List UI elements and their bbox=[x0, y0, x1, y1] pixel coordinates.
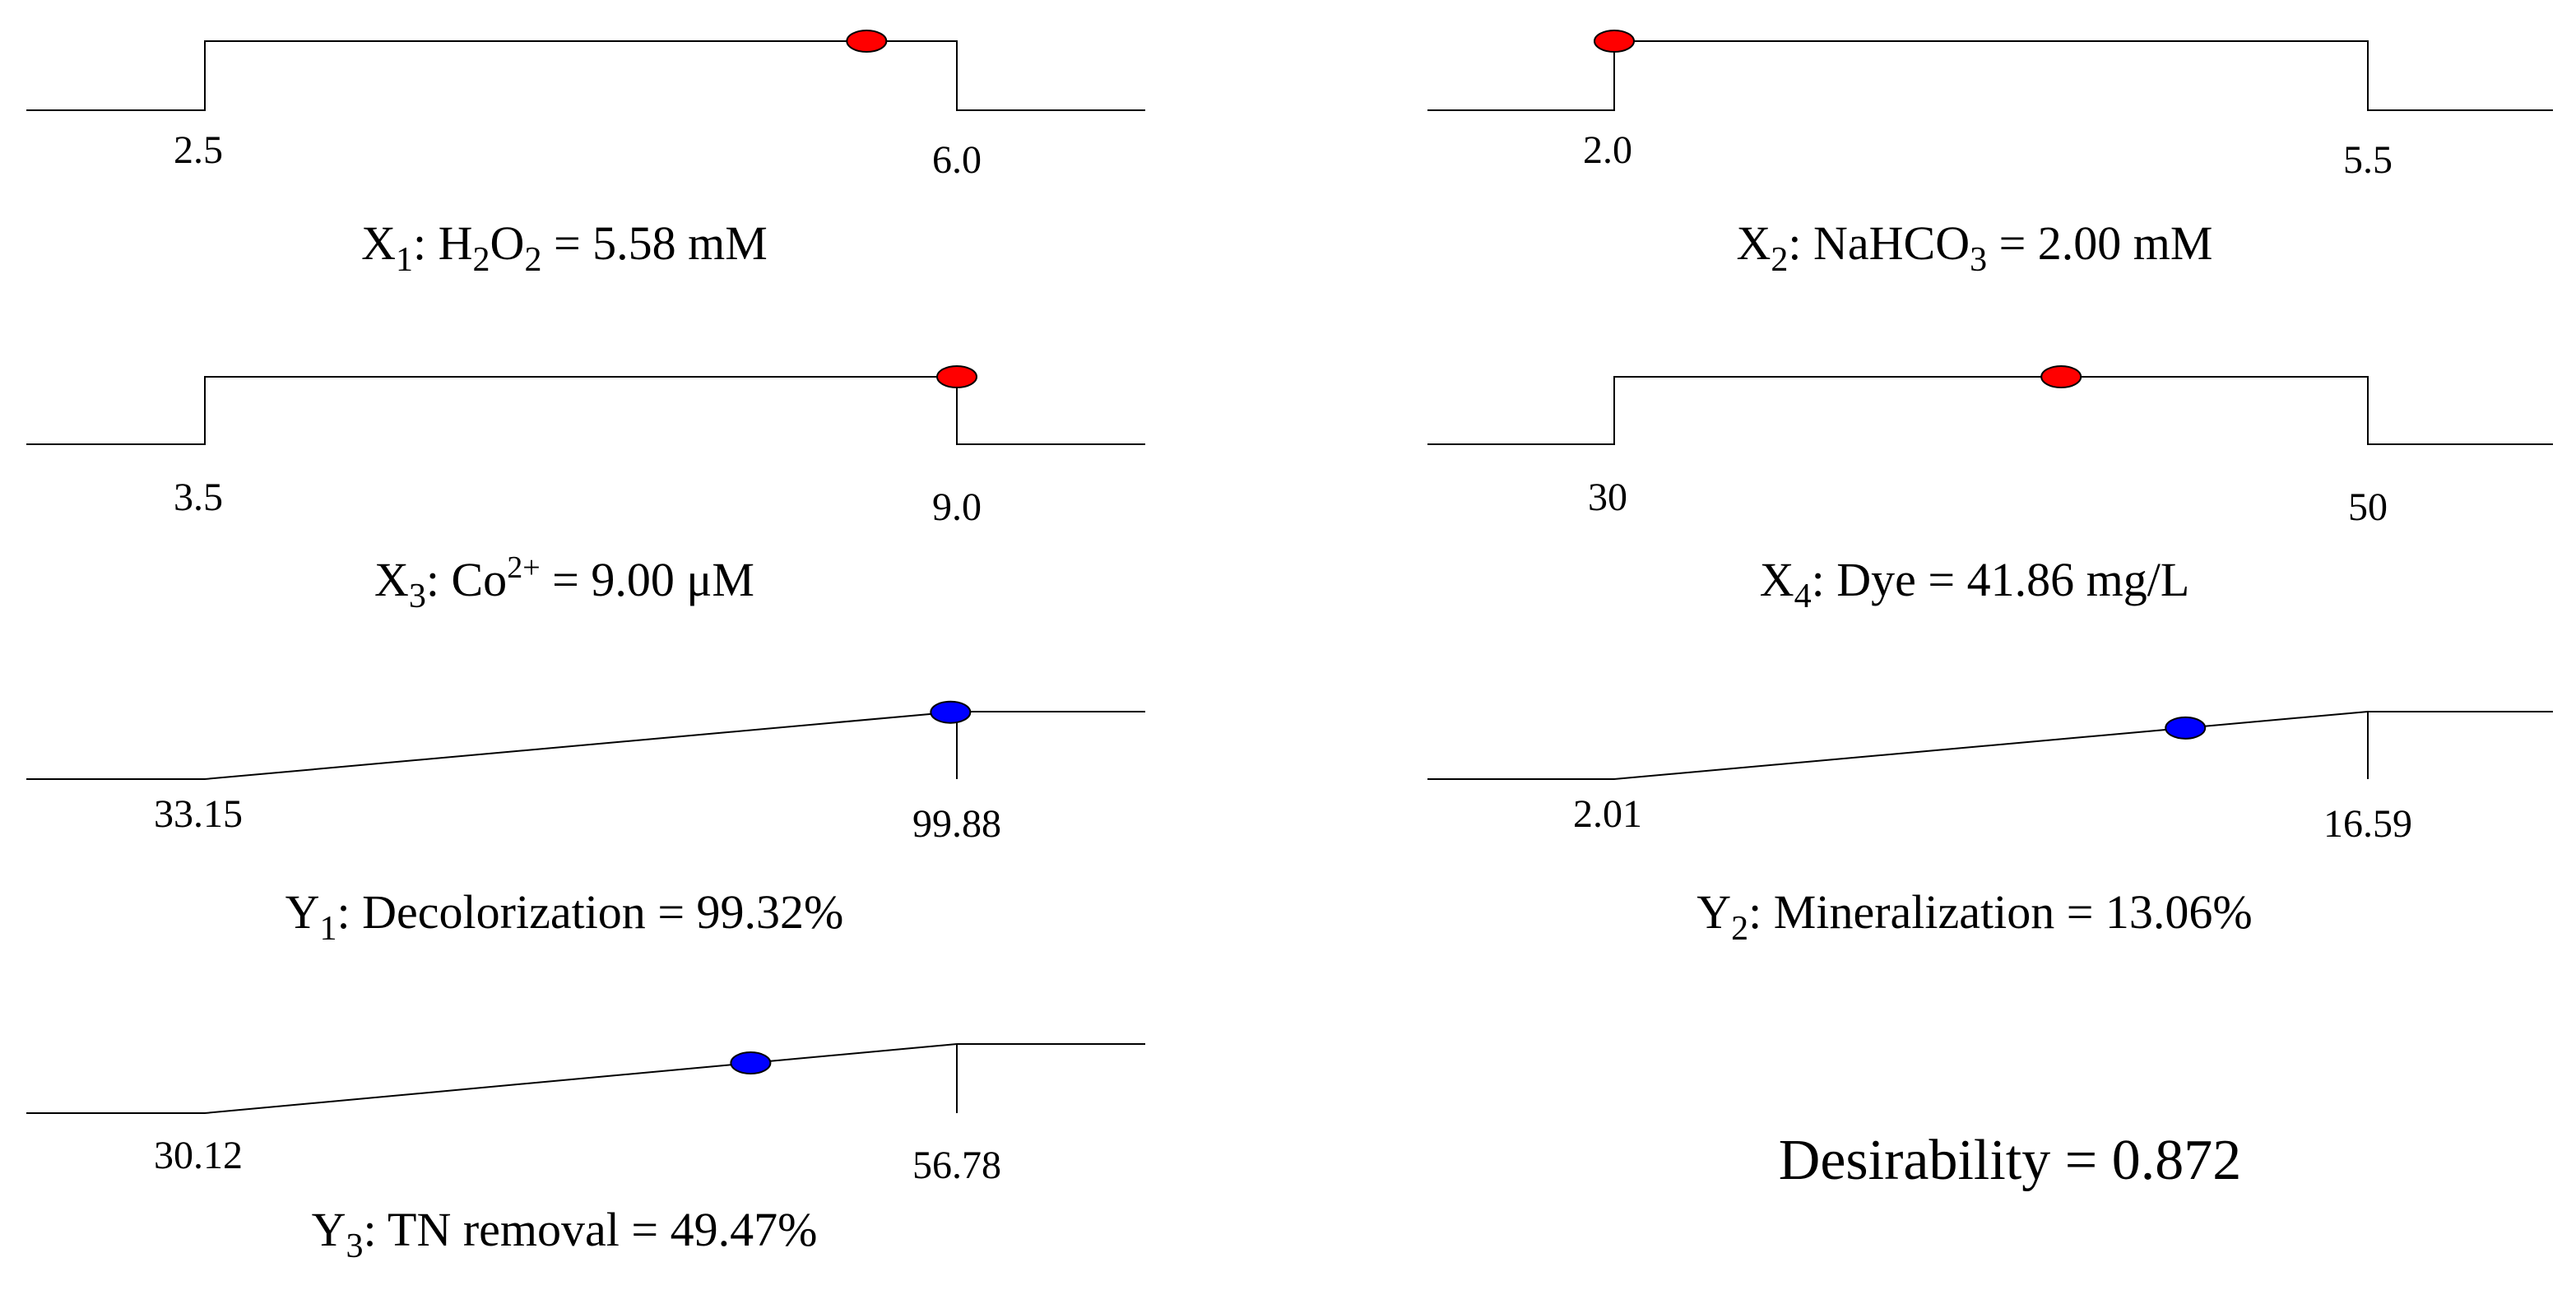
factor-range-line bbox=[1427, 376, 2553, 445]
optimum-point-marker bbox=[930, 700, 972, 724]
factor-range-line bbox=[1427, 40, 2553, 111]
optimum-point-marker bbox=[2040, 365, 2082, 388]
panel-y2: 2.01 16.59 Y2: Mineralization = 13.06% bbox=[1427, 711, 2553, 948]
variable-caption: X1: H2O2 = 5.58 mM bbox=[361, 216, 768, 279]
low-limit-label: 33.15 bbox=[154, 792, 243, 836]
optimum-point-marker bbox=[846, 30, 888, 53]
desirability-ramp-line bbox=[26, 711, 1145, 780]
optimum-point-marker bbox=[730, 1051, 772, 1075]
variable-caption: Y1: Decolorization = 99.32% bbox=[285, 885, 844, 948]
optimum-point-marker bbox=[936, 365, 977, 388]
panel-x2: 2.0 5.5 X2: NaHCO3 = 2.00 mM bbox=[1427, 30, 2553, 279]
panel-x4: 30 50 X4: Dye = 41.86 mg/L bbox=[1427, 365, 2553, 615]
panel-y3: 30.12 56.78 Y3: TN removal = 49.47% bbox=[26, 1043, 1145, 1265]
variable-caption: X2: NaHCO3 = 2.00 mM bbox=[1736, 216, 2212, 279]
variable-caption: Y3: TN removal = 49.47% bbox=[312, 1203, 818, 1265]
low-limit-label: 30 bbox=[1588, 476, 1627, 519]
panel-x3: 3.5 9.0 X3: Co2+ = 9.00 μM bbox=[26, 365, 1145, 615]
optimum-point-marker bbox=[1594, 30, 1635, 53]
low-limit-label: 3.5 bbox=[174, 476, 223, 519]
high-limit-label: 16.59 bbox=[2323, 802, 2412, 846]
panel-y1: 33.15 99.88 Y1: Decolorization = 99.32% bbox=[26, 700, 1145, 948]
low-limit-label: 2.01 bbox=[1573, 792, 1642, 836]
desirability-label: Desirability = 0.872 bbox=[1779, 1129, 2241, 1192]
variable-caption: X4: Dye = 41.86 mg/L bbox=[1760, 553, 2190, 615]
panel-x1: 2.5 6.0 X1: H2O2 = 5.58 mM bbox=[26, 30, 1145, 279]
factor-range-line bbox=[26, 40, 1145, 111]
high-limit-label: 9.0 bbox=[932, 485, 982, 529]
high-limit-label: 99.88 bbox=[912, 802, 1001, 846]
low-limit-label: 2.0 bbox=[1583, 128, 1632, 172]
desirability-ramp-line bbox=[26, 1043, 1145, 1114]
high-limit-label: 50 bbox=[2348, 485, 2388, 529]
factor-range-line bbox=[26, 376, 1145, 445]
low-limit-label: 30.12 bbox=[154, 1134, 243, 1177]
variable-caption: X3: Co2+ = 9.00 μM bbox=[374, 550, 754, 615]
high-limit-label: 6.0 bbox=[932, 138, 982, 182]
high-limit-label: 56.78 bbox=[912, 1144, 1001, 1187]
optimum-point-marker bbox=[2165, 716, 2207, 740]
variable-caption: Y2: Mineralization = 13.06% bbox=[1696, 885, 2252, 948]
low-limit-label: 2.5 bbox=[174, 128, 223, 172]
high-limit-label: 5.5 bbox=[2343, 138, 2393, 182]
desirability-ramp-line bbox=[1427, 711, 2553, 780]
